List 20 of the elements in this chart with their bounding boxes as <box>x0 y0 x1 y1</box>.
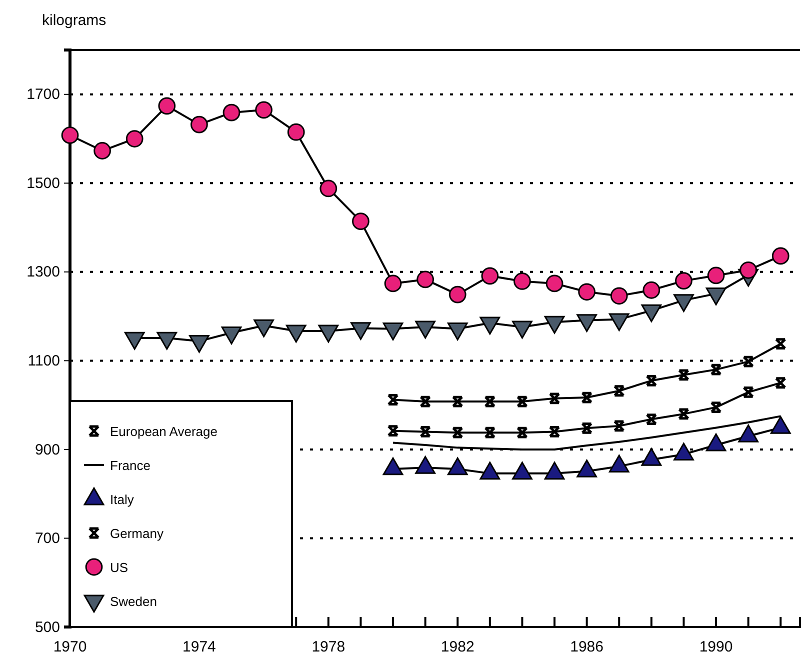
legend-label: European Average <box>110 424 218 439</box>
x-tick-label: 1986 <box>570 638 604 656</box>
legend-label: France <box>110 458 150 473</box>
x-tick-label: 1974 <box>182 638 216 656</box>
y-tick-label: 1300 <box>26 264 60 281</box>
y-tick-label: 1500 <box>26 174 60 192</box>
y-axis-title: kilograms <box>42 12 106 29</box>
legend-label: Germany <box>110 526 164 541</box>
x-tick-label: 1982 <box>440 638 474 656</box>
legend-label: US <box>110 560 128 575</box>
y-tick-label: 900 <box>34 441 60 458</box>
x-tick-label: 1970 <box>53 638 87 656</box>
y-tick-label: 700 <box>34 530 60 548</box>
legend-label: Sweden <box>110 594 157 609</box>
y-tick-label: 1100 <box>28 352 60 370</box>
legend-label: Italy <box>110 492 134 507</box>
y-tick-label: 1700 <box>26 86 60 104</box>
x-tick-label: 1990 <box>699 638 733 656</box>
y-tick-label: 500 <box>34 618 60 636</box>
x-tick-label: 1978 <box>312 638 346 656</box>
